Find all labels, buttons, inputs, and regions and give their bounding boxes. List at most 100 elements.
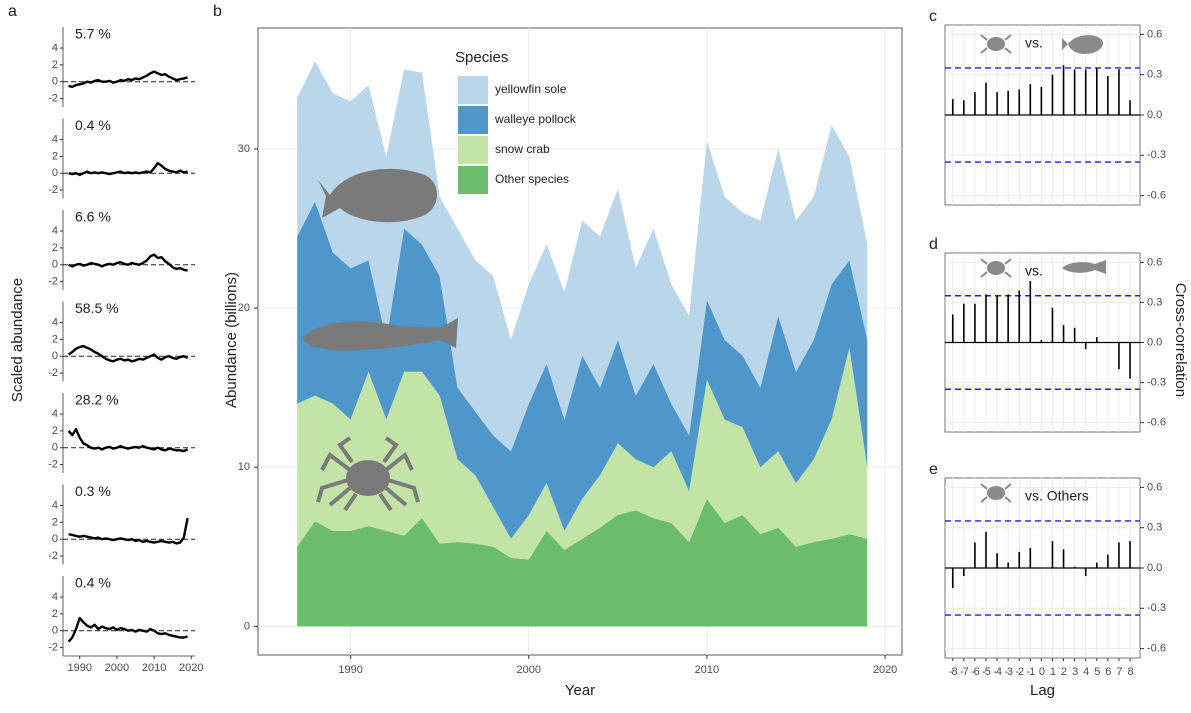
x-axis-label: Lag [1030, 682, 1055, 699]
legend-key [458, 106, 488, 134]
y-tick-label: -0.3 [1147, 376, 1166, 388]
y-tick-label: 0 [52, 167, 58, 179]
y-tick-label: -0.3 [1147, 602, 1166, 614]
y-tick-label: 0 [52, 625, 58, 637]
y-tick-label: 0.6 [1147, 256, 1162, 268]
y-tick-label: 4 [52, 591, 58, 603]
small-icons [980, 34, 1106, 503]
share-label: 0.4 % [75, 575, 111, 591]
y-tick-label: 2 [52, 59, 58, 71]
x-axis-label: Year [565, 682, 595, 699]
x-tick-label: 2010 [142, 662, 166, 674]
y-tick-label: 10 [238, 461, 250, 473]
y-tick-label: 0.0 [1147, 336, 1162, 348]
mean-line [67, 428, 189, 453]
x-tick-label: 2 [1061, 666, 1067, 678]
legend-key [458, 166, 488, 194]
share-label: 28.2 % [75, 392, 119, 408]
y-tick-label: 2 [52, 608, 58, 620]
x-tick-label: 0 [1039, 666, 1045, 678]
legend-title: Species [455, 49, 508, 66]
share-label: 5.7 % [75, 26, 111, 42]
area [297, 61, 868, 452]
y-tick-label: 0 [52, 350, 58, 362]
y-tick-label: 4 [52, 316, 58, 328]
mean-line [67, 344, 189, 363]
y-tick-label: -0.6 [1147, 190, 1166, 202]
x-tick-label: 4 [1083, 666, 1089, 678]
comparison-label: vs. [1025, 35, 1043, 51]
flatfish-icon [318, 168, 438, 223]
comparison-label: vs. Others [1025, 488, 1089, 504]
x-tick-label: -4 [993, 666, 1002, 678]
crab-icon [316, 436, 420, 512]
area [297, 201, 868, 539]
y-tick-label: -2 [48, 275, 58, 287]
share-label: 0.4 % [75, 117, 111, 133]
panel-letter: a [8, 3, 17, 20]
x-tick-label: 7 [1116, 666, 1122, 678]
legend-label: Other species [495, 172, 569, 186]
x-tick-label: 1990 [338, 664, 362, 676]
y-tick-label: 4 [52, 42, 58, 54]
x-tick-label: -8 [949, 666, 958, 678]
y-tick-label: -0.3 [1147, 149, 1166, 161]
y-tick-label: 0.3 [1147, 522, 1162, 534]
mean-line [68, 161, 188, 177]
y-tick-label: 0.0 [1147, 562, 1162, 574]
mean-line [68, 70, 188, 88]
y-tick-label: 4 [52, 499, 58, 511]
pollock-icon [302, 318, 458, 351]
x-tick-label: -3 [1004, 666, 1013, 678]
x-tick-label: -7 [960, 666, 969, 678]
x-tick-label: 3 [1072, 666, 1078, 678]
y-tick-label: 30 [238, 143, 250, 155]
y-tick-label: -0.6 [1147, 417, 1166, 429]
panel-letter: e [929, 461, 938, 478]
y-tick-label: -2 [48, 184, 58, 196]
y-tick-label: 4 [52, 133, 58, 145]
share-label: 6.6 % [75, 209, 111, 225]
legend-label: snow crab [495, 142, 550, 156]
x-tick-label: -5 [982, 666, 991, 678]
y-tick-label: -2 [48, 367, 58, 379]
y-tick-label: -0.6 [1147, 643, 1166, 655]
comparison-label: vs. [1025, 263, 1043, 279]
y-tick-label: 4 [52, 408, 58, 420]
x-tick-label: 6 [1105, 666, 1111, 678]
panel-letter: c [929, 8, 937, 25]
legend-key [458, 76, 488, 104]
y-axis-label: Scaled abundance [9, 278, 26, 402]
x-tick-label: -1 [1026, 666, 1035, 678]
mean-line [68, 253, 188, 272]
y-tick-label: 0.0 [1147, 109, 1162, 121]
y-tick-label: 0 [52, 76, 58, 88]
y-tick-label: 2 [52, 242, 58, 254]
y-tick-label: 4 [52, 225, 58, 237]
legend-label: walleye pollock [494, 112, 577, 126]
x-tick-label: 2000 [517, 664, 541, 676]
area [297, 499, 868, 627]
mean-line [67, 616, 188, 643]
panel-letter: d [929, 236, 938, 253]
area [297, 347, 868, 560]
y-tick-label: 0.3 [1147, 69, 1162, 81]
y-tick-label: 2 [52, 333, 58, 345]
y-tick-label: -2 [48, 641, 58, 653]
y-tick-label: 2 [52, 150, 58, 162]
legend-label: yellowfin sole [495, 82, 567, 96]
x-tick-label: 8 [1127, 666, 1133, 678]
y-tick-label: 0.6 [1147, 481, 1162, 493]
x-tick-label: 2020 [179, 662, 203, 674]
x-tick-label: 2020 [873, 664, 897, 676]
x-tick-label: -2 [1015, 666, 1024, 678]
y-tick-label: -2 [48, 458, 58, 470]
y-tick-label: 0.3 [1147, 296, 1162, 308]
y-tick-label: 0 [244, 620, 250, 632]
mean-line [68, 517, 189, 545]
y-tick-label: 20 [238, 302, 250, 314]
legend-key [458, 136, 488, 164]
y-axis-label: Cross-correlation [1172, 283, 1189, 397]
